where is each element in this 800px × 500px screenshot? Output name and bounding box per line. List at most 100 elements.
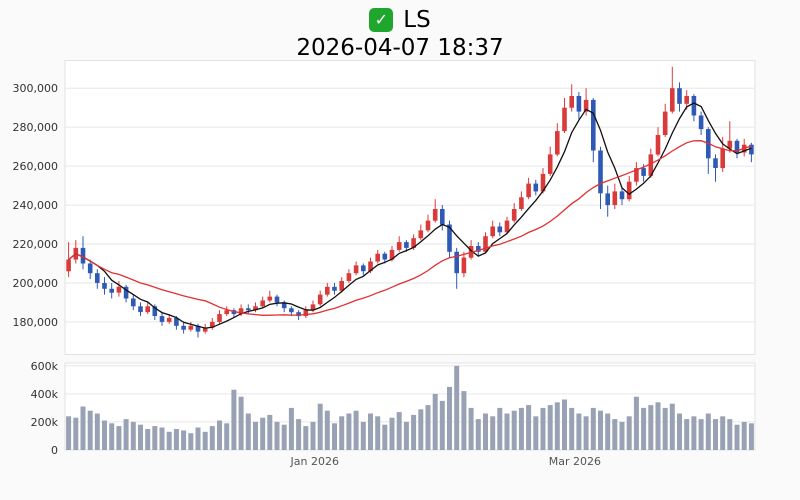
check-mark: ✓ bbox=[374, 10, 388, 29]
volume-bar bbox=[461, 391, 467, 450]
datetime-label: 2026-04-07 18:37 bbox=[296, 35, 504, 61]
candle-body bbox=[375, 253, 380, 262]
candle-body bbox=[511, 209, 517, 221]
volume-bar bbox=[734, 424, 740, 450]
candle-body bbox=[504, 220, 510, 233]
volume-bar bbox=[332, 423, 337, 450]
volume-bar bbox=[274, 421, 280, 450]
volume-bar bbox=[303, 426, 309, 450]
candle-body bbox=[361, 265, 366, 272]
candle-body bbox=[533, 183, 539, 192]
candle-body bbox=[246, 308, 251, 311]
candle-body bbox=[159, 316, 165, 322]
candle-body bbox=[461, 257, 467, 274]
volume-bar bbox=[411, 414, 417, 450]
candle-body bbox=[116, 286, 122, 293]
symbol-title: LS bbox=[403, 7, 431, 33]
volume-bar bbox=[518, 407, 524, 450]
volume-bar bbox=[598, 410, 603, 450]
candle-body bbox=[317, 294, 323, 305]
candle-body bbox=[195, 325, 201, 332]
volume-bar bbox=[123, 419, 129, 450]
candle-body bbox=[662, 111, 668, 135]
candlestick-volume-chart: 180,000 200,000 220,000 240,000 260,000 280,0… bbox=[13, 60, 756, 468]
volume-bar bbox=[669, 403, 675, 450]
volume-bar bbox=[138, 424, 143, 450]
candle-body bbox=[253, 306, 258, 311]
candle-body bbox=[483, 236, 488, 252]
volume-bar bbox=[188, 433, 194, 450]
candle-body bbox=[138, 306, 143, 313]
candle-body bbox=[691, 96, 697, 116]
candle-body bbox=[267, 296, 273, 301]
candle-body bbox=[634, 168, 639, 182]
volume-bars bbox=[66, 365, 754, 450]
candle-body bbox=[684, 96, 689, 104]
candle-body bbox=[591, 99, 596, 151]
candle-body bbox=[698, 115, 704, 130]
candle-body bbox=[396, 242, 402, 250]
candle-body bbox=[605, 193, 610, 206]
volume-bar bbox=[432, 393, 438, 450]
volume-bar bbox=[691, 416, 697, 450]
candle-body bbox=[210, 321, 215, 328]
candle-body bbox=[670, 88, 675, 112]
candle-body bbox=[555, 131, 560, 155]
volume-bar bbox=[375, 416, 381, 450]
volume-bar bbox=[633, 396, 639, 450]
price-tick-label: 300,000 bbox=[13, 82, 59, 95]
candle-body bbox=[418, 230, 424, 239]
candle-body bbox=[281, 302, 287, 309]
candle-body bbox=[677, 88, 682, 104]
candle-body bbox=[80, 247, 86, 264]
candle-body bbox=[296, 312, 301, 317]
volume-bar bbox=[526, 405, 532, 450]
volume-bar bbox=[288, 407, 294, 450]
month-label: Mar 2026 bbox=[549, 455, 601, 468]
price-tick-label: 240,000 bbox=[13, 199, 59, 212]
volume-bar bbox=[576, 413, 582, 450]
volume-bar bbox=[705, 413, 711, 450]
volume-bar bbox=[547, 405, 553, 450]
volume-bar bbox=[605, 413, 611, 450]
candle-body bbox=[734, 140, 740, 153]
candles bbox=[66, 66, 754, 338]
volume-bar bbox=[554, 402, 560, 450]
volume-tick-label: 600k bbox=[31, 360, 59, 373]
volume-bar bbox=[619, 421, 625, 450]
title-line: ✓ LS bbox=[0, 6, 800, 34]
volume-bar bbox=[626, 416, 632, 450]
volume-bar bbox=[590, 407, 596, 450]
volume-bar bbox=[382, 424, 388, 450]
price-pane bbox=[64, 60, 756, 355]
candle-body bbox=[152, 306, 158, 316]
volume-bar bbox=[159, 427, 165, 450]
candle-body bbox=[454, 251, 459, 274]
candle-body bbox=[95, 273, 100, 283]
volume-bar bbox=[317, 403, 323, 450]
candle-body bbox=[102, 283, 107, 289]
candle-body bbox=[346, 273, 352, 281]
volume-bar bbox=[260, 417, 266, 450]
volume-bar bbox=[109, 423, 115, 450]
volume-bar bbox=[418, 409, 424, 450]
volume-bar bbox=[224, 423, 230, 450]
panes bbox=[64, 60, 756, 451]
volume-bar bbox=[569, 407, 575, 450]
volume-bar bbox=[360, 421, 366, 450]
price-tick-label: 220,000 bbox=[13, 238, 59, 251]
moving-average-lines bbox=[68, 102, 752, 329]
volume-bar bbox=[677, 413, 682, 450]
volume-pane bbox=[64, 362, 756, 451]
volume-bar bbox=[296, 419, 302, 450]
volume-bar bbox=[475, 419, 481, 450]
volume-bar bbox=[152, 426, 158, 450]
candle-body bbox=[238, 308, 244, 315]
candle-body bbox=[174, 318, 179, 326]
candle-body bbox=[490, 226, 495, 237]
volume-tick-label: 400k bbox=[31, 388, 59, 401]
candle-body bbox=[303, 310, 309, 316]
candle-body bbox=[526, 183, 531, 198]
candle-body bbox=[476, 246, 481, 252]
candle-body bbox=[217, 314, 222, 322]
